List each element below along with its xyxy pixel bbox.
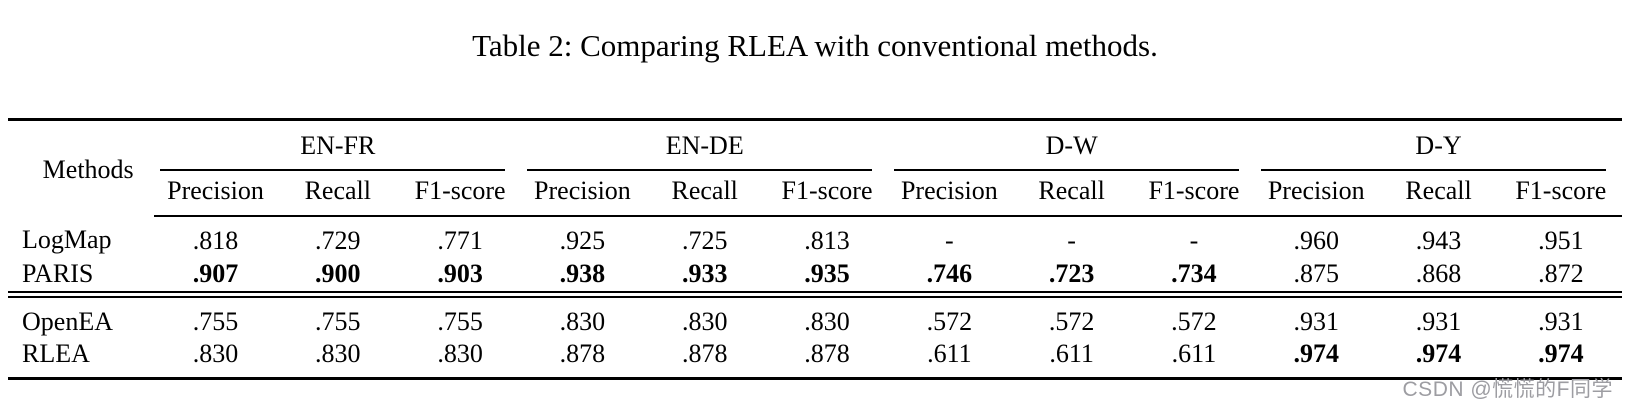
method-name: LogMap (22, 225, 112, 254)
method-name: PARIS (22, 258, 94, 288)
col-header-f1: F1-score (398, 171, 522, 217)
col-header-f1: F1-score (1132, 171, 1256, 217)
group-underline-row (8, 168, 1622, 172)
table-cell: .868 (1415, 258, 1462, 288)
table-cell: .907 (192, 258, 239, 288)
col-header-precision: Precision (154, 171, 277, 217)
table-cell: .611 (1171, 339, 1217, 369)
table-cell: .572 (926, 306, 973, 336)
col-header-precision: Precision (888, 171, 1011, 217)
table-cell: .755 (437, 306, 483, 336)
table-cell: .830 (559, 306, 606, 336)
table-cell: .878 (559, 339, 606, 369)
table-cell: .755 (192, 306, 239, 336)
table-cell: .813 (804, 225, 850, 255)
table-row-openea: OpenEA .755 .755 .755 .830 .830 .830 .57… (8, 297, 1622, 338)
col-header-precision: Precision (1255, 171, 1378, 217)
table-cell: .755 (315, 306, 361, 336)
table-cell: .723 (1048, 258, 1095, 288)
table-cell: .960 (1293, 225, 1339, 255)
results-table: Methods EN-FR EN-DE D-W D-Y Precision Re… (8, 118, 1622, 380)
table-cell: .875 (1293, 258, 1339, 288)
group-header-en-fr: EN-FR (300, 131, 376, 161)
table-caption: Table 2: Comparing RLEA with conventiona… (472, 28, 1158, 63)
table-cell: - (1189, 225, 1199, 255)
group-underline (527, 168, 873, 171)
col-header-recall: Recall (1010, 171, 1133, 217)
col-header-recall: Recall (276, 171, 399, 217)
method-name: OpenEA (22, 306, 113, 336)
table-cell: .925 (559, 225, 606, 255)
table-cell: .900 (315, 258, 361, 288)
table-row-paris: PARIS .907 .900 .903 .938 .933 .935 .746… (8, 257, 1622, 292)
table-cell: .611 (1049, 339, 1094, 369)
table-cell: .974 (1415, 339, 1462, 369)
col-header-f1: F1-score (765, 171, 889, 217)
table-cell: .974 (1538, 339, 1584, 369)
method-name: RLEA (22, 339, 90, 369)
table-cell: - (945, 225, 954, 255)
col-header-precision: Precision (521, 171, 644, 217)
group-header-en-de: EN-DE (665, 131, 744, 161)
table-cell: .878 (681, 339, 728, 369)
group-header-d-y: D-Y (1415, 131, 1462, 161)
table-cell: .943 (1415, 225, 1462, 255)
group-underline (894, 168, 1240, 171)
table-cell: .830 (315, 339, 361, 369)
col-header-recall: Recall (643, 171, 766, 217)
col-header-recall: Recall (1377, 171, 1500, 217)
table-cell: .818 (192, 225, 239, 255)
table-cell: .830 (192, 339, 239, 369)
table-cell: .746 (926, 258, 973, 288)
table-cell: .830 (437, 339, 483, 369)
section-separator-rule (8, 290, 1622, 298)
subheader-row: Precision Recall F1-score Precision Reca… (8, 171, 1622, 217)
table-cell: .734 (1171, 258, 1217, 288)
table-cell: .951 (1538, 225, 1584, 255)
table-cell: .729 (315, 225, 361, 255)
table-cell: .931 (1538, 306, 1584, 336)
table-cell: .872 (1538, 258, 1584, 288)
col-header-f1: F1-score (1499, 171, 1622, 217)
table-cell: .938 (559, 258, 606, 288)
table-cell: .611 (927, 339, 972, 369)
group-underline (160, 168, 506, 171)
group-underline (1261, 168, 1606, 171)
methods-header: Methods (42, 155, 134, 185)
table-cell: .830 (804, 306, 850, 336)
table-cell: .933 (681, 258, 728, 288)
table-cell: .771 (437, 225, 483, 255)
table-cell: .878 (804, 339, 850, 369)
table-cell: .572 (1048, 306, 1095, 336)
table-row-logmap: LogMap .818 .729 .771 .925 .725 .813 - -… (8, 216, 1622, 257)
table-cell: .931 (1293, 306, 1339, 336)
table-cell: .931 (1415, 306, 1462, 336)
table-cell: .974 (1293, 339, 1339, 369)
group-header-d-w: D-W (1045, 131, 1098, 161)
table-cell: .830 (681, 306, 728, 336)
table-cell: .572 (1171, 306, 1217, 336)
table-row-rlea: RLEA .830 .830 .830 .878 .878 .878 .611 … (8, 338, 1622, 379)
table-cell: - (1067, 225, 1076, 255)
table-cell: .725 (681, 225, 728, 255)
watermark: CSDN @慌慌的F同学 (1402, 378, 1613, 401)
group-header-row: Methods EN-FR EN-DE D-W D-Y (8, 120, 1622, 184)
table-cell: .935 (804, 258, 850, 288)
table-cell: .903 (437, 258, 483, 288)
